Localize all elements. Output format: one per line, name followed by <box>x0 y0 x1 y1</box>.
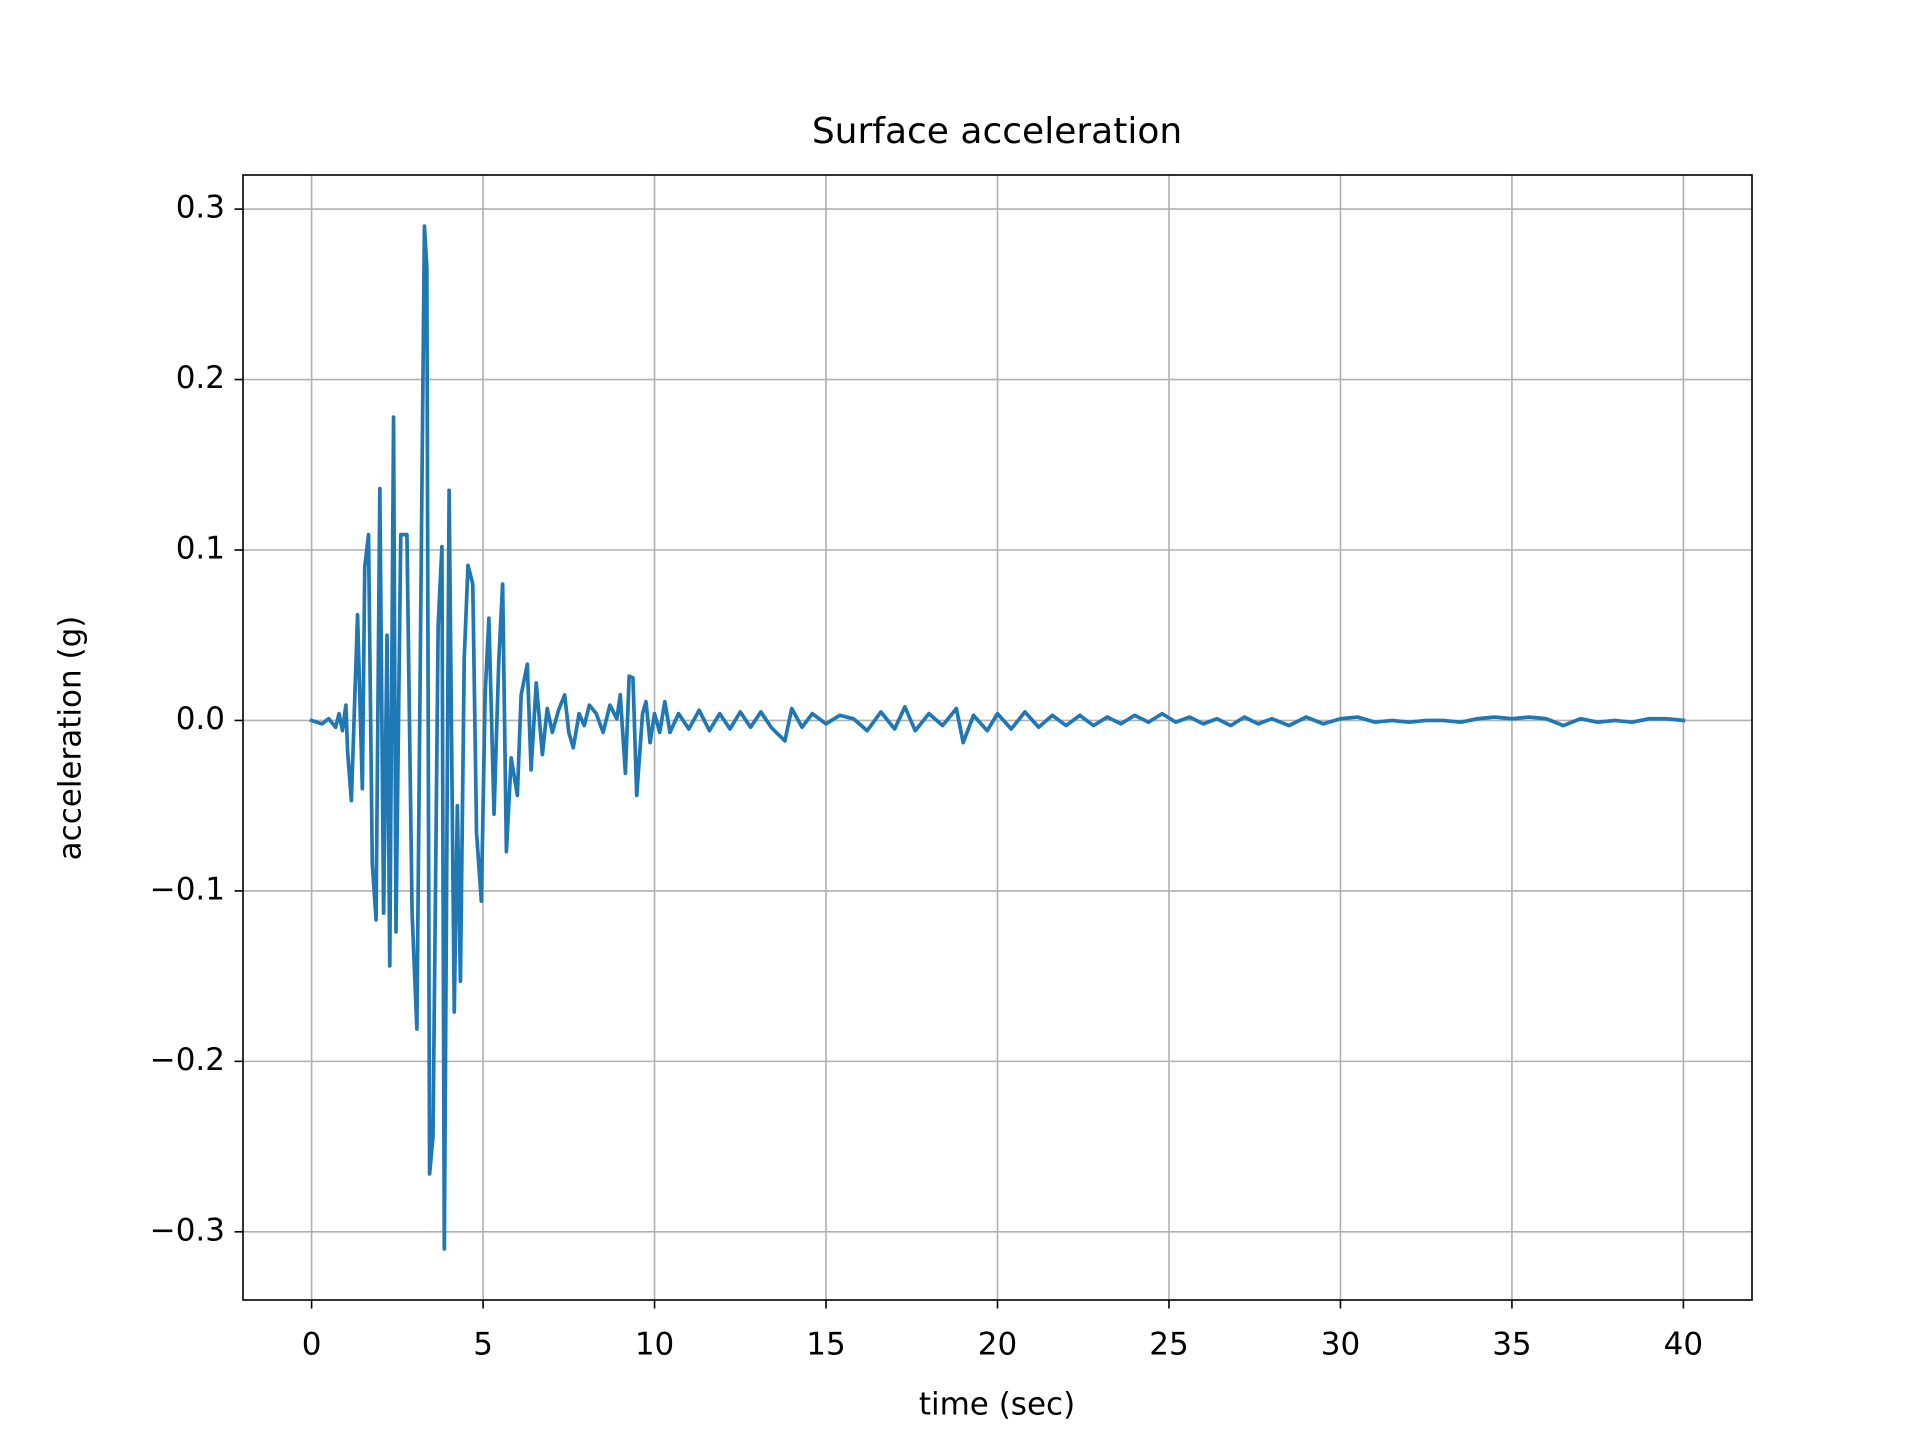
y-tick-label: −0.2 <box>150 1042 225 1078</box>
plot-area <box>309 224 1686 1251</box>
y-tick-label: 0.1 <box>176 531 225 567</box>
x-tick-label: 35 <box>1492 1327 1531 1363</box>
x-tick-label: 10 <box>635 1327 674 1363</box>
y-axis-label: acceleration (g) <box>53 616 89 861</box>
axes-frame <box>242 174 1753 1301</box>
x-tick-label: 20 <box>978 1327 1017 1363</box>
data-line <box>309 224 1686 1251</box>
y-tick-label: −0.1 <box>150 871 225 907</box>
y-tick-label: −0.3 <box>150 1212 225 1248</box>
x-tick-label: 30 <box>1321 1327 1360 1363</box>
x-axis-label: time (sec) <box>919 1387 1075 1423</box>
x-tick-label: 25 <box>1149 1327 1188 1363</box>
chart-title: Surface acceleration <box>812 111 1182 152</box>
y-tick-label: 0.3 <box>176 190 225 226</box>
x-tick-label: 40 <box>1664 1327 1703 1363</box>
y-tick-label: 0.0 <box>176 701 225 737</box>
x-tick-label: 0 <box>302 1327 322 1363</box>
x-tick-label: 5 <box>473 1327 493 1363</box>
x-tick-label: 15 <box>806 1327 845 1363</box>
axes: 0 5 10 15 20 25 30 35 40 −0.3 −0.2 −0.1 0.0 0.1 0.2 0.3 <box>150 174 1753 1363</box>
y-tick-label: 0.2 <box>176 360 225 396</box>
grid <box>243 175 1752 1300</box>
